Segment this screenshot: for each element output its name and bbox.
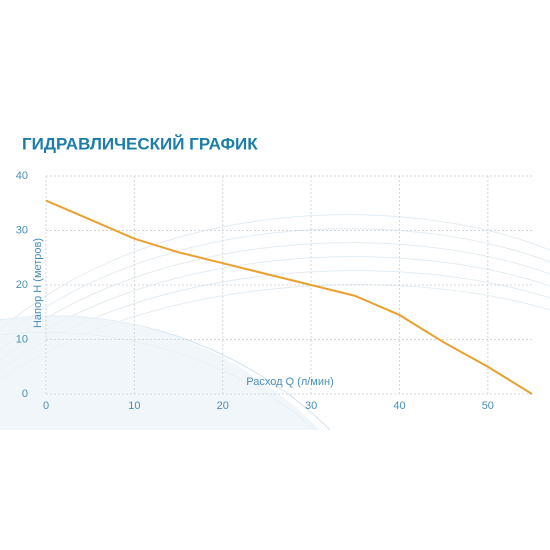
x-tick-label: 50 xyxy=(482,400,494,412)
y-tick-label: 10 xyxy=(16,333,28,345)
x-tick-label: 20 xyxy=(217,400,229,412)
x-tick-label: 10 xyxy=(128,400,140,412)
x-axis-label: Расход Q (л/мин) xyxy=(246,376,334,388)
y-tick-label: 30 xyxy=(16,224,28,236)
background-shade xyxy=(0,314,320,430)
x-tick-label: 40 xyxy=(393,400,405,412)
y-tick-label: 20 xyxy=(16,279,28,291)
curve xyxy=(45,199,533,395)
y-tick-label: 40 xyxy=(16,170,28,182)
y-axis-label: Напор Н (метров) xyxy=(32,238,44,328)
y-tick-label: 0 xyxy=(22,388,28,400)
x-tick-label: 30 xyxy=(305,400,317,412)
x-tick-label: 0 xyxy=(43,400,49,412)
chart-title: ГИДРАВЛИЧЕСКИЙ ГРАФИК xyxy=(22,134,258,153)
